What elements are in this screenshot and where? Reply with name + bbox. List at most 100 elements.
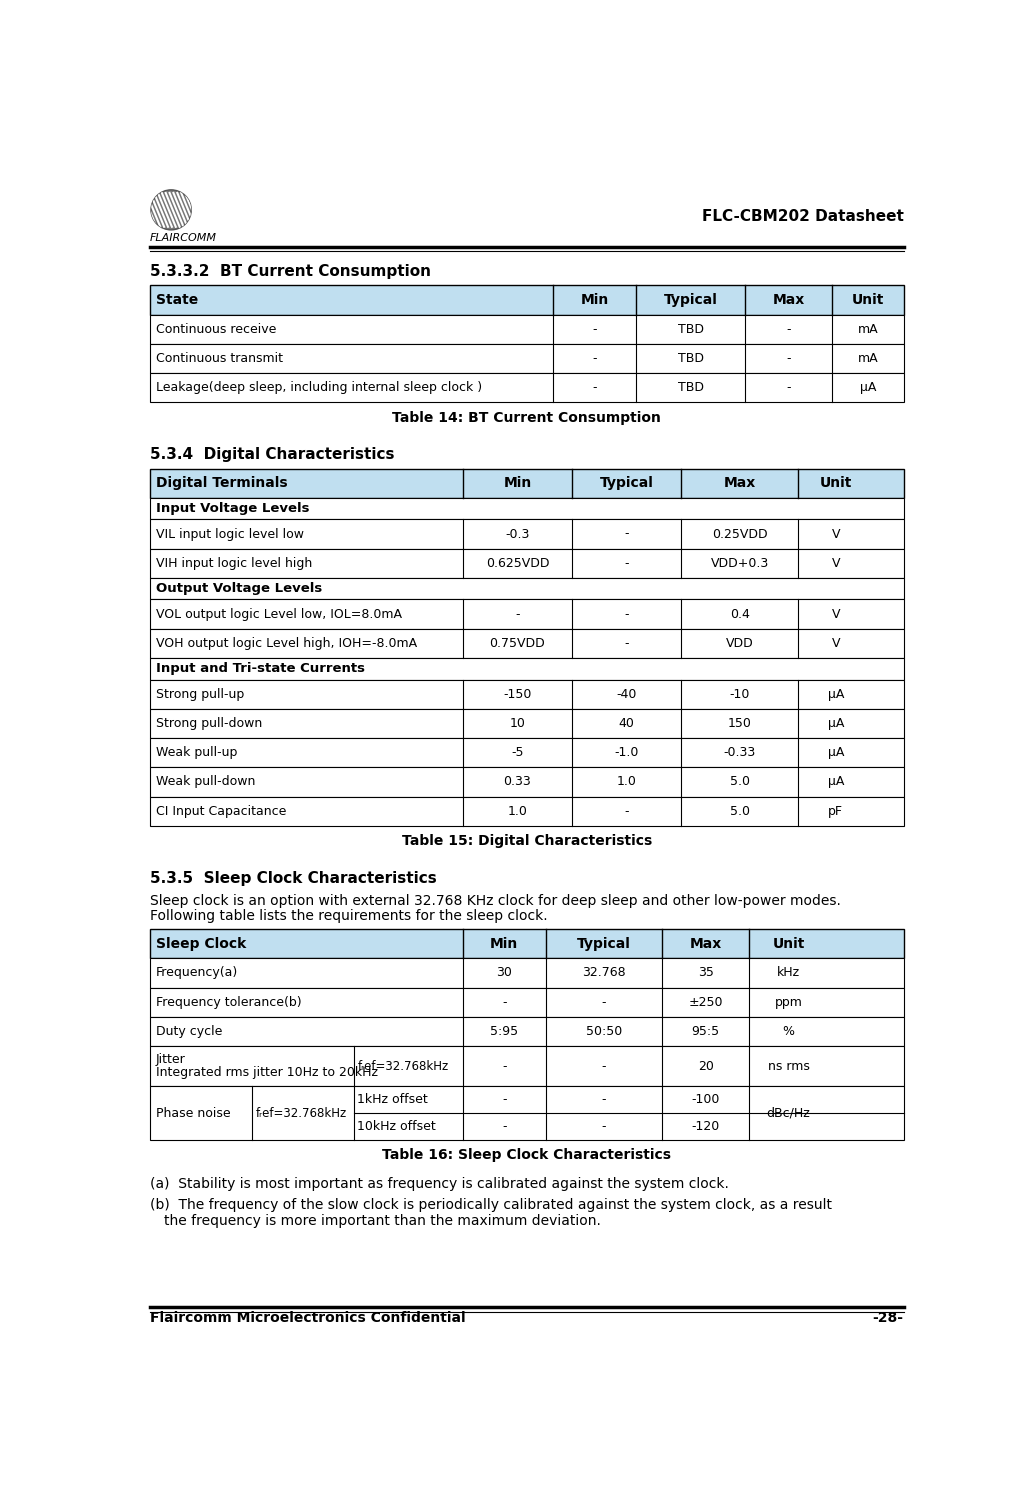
Text: Typical: Typical — [577, 936, 631, 951]
Text: -: - — [786, 381, 791, 394]
Bar — [150, 599, 904, 629]
Text: TBD: TBD — [677, 352, 704, 366]
Text: kHz: kHz — [777, 966, 800, 980]
Bar — [150, 498, 904, 519]
Text: 150: 150 — [728, 716, 751, 730]
Bar — [150, 737, 904, 768]
Text: 0.33: 0.33 — [504, 775, 531, 789]
Text: Max: Max — [724, 476, 756, 491]
Text: VIL input logic level low: VIL input logic level low — [155, 528, 303, 540]
Text: ±250: ±250 — [689, 996, 723, 1008]
Text: Max: Max — [772, 293, 805, 307]
Text: -0.3: -0.3 — [505, 528, 529, 540]
Text: -: - — [624, 805, 629, 817]
Text: 1.0: 1.0 — [508, 805, 527, 817]
Text: Jitter: Jitter — [155, 1054, 185, 1067]
Text: μA: μA — [828, 775, 844, 789]
Text: -: - — [624, 528, 629, 540]
Text: fᵣef=32.768kHz: fᵣef=32.768kHz — [256, 1106, 347, 1120]
Text: (a)  Stability is most important as frequency is calibrated against the system c: (a) Stability is most important as frequ… — [150, 1177, 729, 1190]
Text: -: - — [624, 608, 629, 620]
Text: 5.3.3.2  BT Current Consumption: 5.3.3.2 BT Current Consumption — [150, 263, 431, 278]
Text: 40: 40 — [619, 716, 634, 730]
Text: -: - — [786, 322, 791, 336]
Text: Min: Min — [490, 936, 518, 951]
Text: 0.4: 0.4 — [730, 608, 749, 620]
Text: -1.0: -1.0 — [615, 746, 638, 759]
Text: Input and Tri-state Currents: Input and Tri-state Currents — [155, 662, 365, 676]
Text: 5.3.4  Digital Characteristics: 5.3.4 Digital Characteristics — [150, 447, 395, 462]
Text: -: - — [592, 352, 597, 366]
Text: Digital Terminals: Digital Terminals — [155, 476, 287, 491]
Text: State: State — [155, 293, 197, 307]
Text: Duty cycle: Duty cycle — [155, 1025, 222, 1038]
Text: Min: Min — [581, 293, 609, 307]
Text: Sleep Clock: Sleep Clock — [155, 936, 246, 951]
Text: -: - — [592, 381, 597, 394]
Text: Input Voltage Levels: Input Voltage Levels — [155, 503, 309, 515]
Text: Leakage(deep sleep, including internal sleep clock ): Leakage(deep sleep, including internal s… — [155, 381, 482, 394]
Bar — [150, 286, 904, 315]
Bar — [150, 929, 904, 959]
Text: -: - — [502, 996, 507, 1008]
Text: -40: -40 — [617, 688, 637, 701]
Text: 0.75VDD: 0.75VDD — [489, 637, 545, 650]
Text: mA: mA — [857, 322, 878, 336]
Bar — [150, 578, 904, 599]
Text: ppm: ppm — [775, 996, 803, 1008]
Bar — [150, 709, 904, 737]
Text: 5.3.5  Sleep Clock Characteristics: 5.3.5 Sleep Clock Characteristics — [150, 871, 437, 886]
Text: 0.625VDD: 0.625VDD — [485, 557, 549, 570]
Text: Sleep clock is an option with external 32.768 KHz clock for deep sleep and other: Sleep clock is an option with external 3… — [150, 894, 841, 908]
Text: 50:50: 50:50 — [586, 1025, 622, 1038]
Text: Unit: Unit — [772, 936, 805, 951]
Text: Frequency tolerance(b): Frequency tolerance(b) — [155, 996, 301, 1008]
Text: Typical: Typical — [599, 476, 654, 491]
Text: Unit: Unit — [819, 476, 852, 491]
Text: -: - — [624, 637, 629, 650]
Text: -: - — [515, 608, 520, 620]
Text: V: V — [832, 608, 840, 620]
Text: FLC-CBM202 Datasheet: FLC-CBM202 Datasheet — [702, 209, 904, 224]
Text: -10: -10 — [730, 688, 749, 701]
Text: μA: μA — [828, 716, 844, 730]
Text: 35: 35 — [698, 966, 713, 980]
Bar — [150, 468, 904, 498]
Text: Following table lists the requirements for the sleep clock.: Following table lists the requirements f… — [150, 909, 548, 923]
Text: Table 15: Digital Characteristics: Table 15: Digital Characteristics — [402, 834, 652, 849]
Text: Integrated rms jitter 10Hz to 20kHz: Integrated rms jitter 10Hz to 20kHz — [155, 1066, 377, 1079]
Bar — [150, 796, 904, 826]
Text: VOL output logic Level low, IOL=8.0mA: VOL output logic Level low, IOL=8.0mA — [155, 608, 402, 620]
Text: -: - — [786, 352, 791, 366]
Text: 10kHz offset: 10kHz offset — [358, 1120, 436, 1133]
Text: 0.25VDD: 0.25VDD — [711, 528, 768, 540]
Bar — [150, 519, 904, 549]
Text: Frequency(a): Frequency(a) — [155, 966, 237, 980]
Text: μA: μA — [828, 688, 844, 701]
Text: 5.0: 5.0 — [730, 805, 749, 817]
Bar — [150, 658, 904, 680]
Text: Strong pull-down: Strong pull-down — [155, 716, 262, 730]
Text: Table 14: BT Current Consumption: Table 14: BT Current Consumption — [393, 411, 661, 424]
Text: Max: Max — [690, 936, 722, 951]
Bar — [150, 768, 904, 796]
Bar — [150, 680, 904, 709]
Text: Weak pull-down: Weak pull-down — [155, 775, 255, 789]
Text: mA: mA — [857, 352, 878, 366]
Bar — [150, 343, 904, 373]
Text: Unit: Unit — [851, 293, 884, 307]
Text: -: - — [601, 996, 607, 1008]
Bar — [150, 373, 904, 402]
Text: 32.768: 32.768 — [582, 966, 626, 980]
Text: 1kHz offset: 1kHz offset — [358, 1093, 429, 1106]
Text: 10: 10 — [510, 716, 525, 730]
Text: Flaircomm Microelectronics Confidential: Flaircomm Microelectronics Confidential — [150, 1311, 466, 1324]
Text: FLAIRCOMM: FLAIRCOMM — [150, 233, 217, 242]
Text: -: - — [502, 1120, 507, 1133]
Text: 5:95: 5:95 — [490, 1025, 518, 1038]
Text: pF: pF — [829, 805, 843, 817]
Bar — [150, 1046, 904, 1087]
Text: 5.0: 5.0 — [730, 775, 749, 789]
Text: V: V — [832, 557, 840, 570]
Text: -: - — [502, 1093, 507, 1106]
